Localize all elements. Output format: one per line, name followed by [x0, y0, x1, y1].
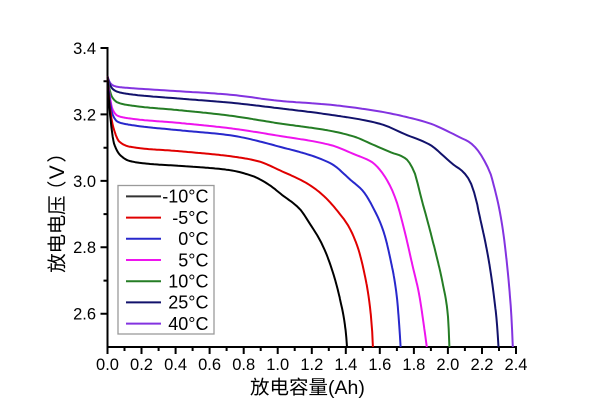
svg-text:10°C: 10°C	[168, 272, 208, 292]
svg-text:2.4: 2.4	[505, 356, 528, 374]
svg-text:1.6: 1.6	[368, 356, 391, 374]
svg-text:1.4: 1.4	[334, 356, 357, 374]
svg-text:1.0: 1.0	[266, 356, 289, 374]
svg-text:0.4: 0.4	[164, 356, 187, 374]
svg-text:40°C: 40°C	[168, 314, 208, 334]
svg-text:V: V	[46, 165, 69, 179]
svg-text:0.8: 0.8	[232, 356, 255, 374]
svg-text:-10°C: -10°C	[162, 187, 208, 207]
svg-text:1.8: 1.8	[402, 356, 425, 374]
svg-text:2.8: 2.8	[73, 239, 96, 257]
svg-text:(Ah): (Ah)	[328, 377, 365, 399]
svg-text:3.0: 3.0	[73, 173, 96, 191]
svg-text:1.2: 1.2	[300, 356, 323, 374]
svg-text:25°C: 25°C	[168, 293, 208, 313]
svg-text:2.0: 2.0	[436, 356, 459, 374]
svg-text:3.2: 3.2	[73, 106, 96, 124]
svg-text:-5°C: -5°C	[172, 208, 208, 228]
svg-text:0.0: 0.0	[96, 356, 119, 374]
svg-text:3.4: 3.4	[73, 40, 96, 58]
svg-text:0°C: 0°C	[178, 229, 208, 249]
svg-text:2.2: 2.2	[471, 356, 494, 374]
svg-text:5°C: 5°C	[178, 250, 208, 270]
svg-text:0.6: 0.6	[198, 356, 221, 374]
svg-text:0.2: 0.2	[130, 356, 153, 374]
svg-text:2.6: 2.6	[73, 306, 96, 324]
